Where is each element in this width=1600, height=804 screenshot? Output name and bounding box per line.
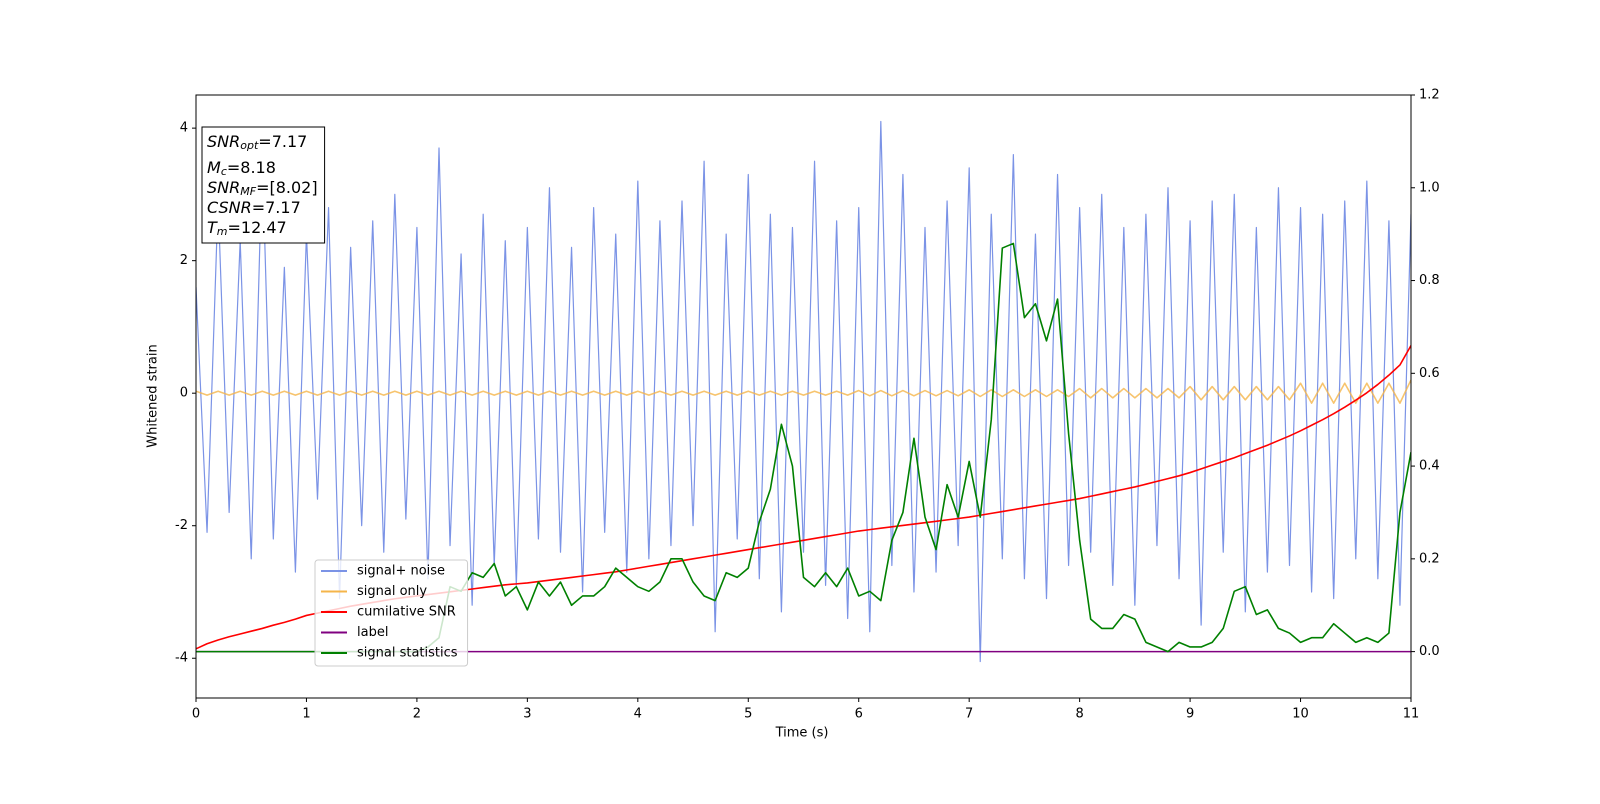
x-tick-label: 7 <box>965 707 973 722</box>
y-tick-label: 2 <box>180 253 188 268</box>
y-tick-label: -4 <box>175 651 188 666</box>
legend-label: signal statistics <box>357 646 458 661</box>
annotation-subscript: c <box>221 165 227 178</box>
annotation-value: =[8.02] <box>256 178 318 197</box>
x-tick-label: 3 <box>523 707 531 722</box>
x-tick-label: 2 <box>413 707 421 722</box>
annotation-symbol: SNR <box>207 132 240 151</box>
legend-label: label <box>357 625 388 640</box>
x-tick-label: 10 <box>1292 707 1309 722</box>
series-line <box>196 242 1411 653</box>
x-tick-label: 9 <box>1186 707 1194 722</box>
y2-tick-label: 0.4 <box>1419 459 1440 474</box>
x-tick-label: 0 <box>192 707 200 722</box>
annotation-subscript: m <box>217 225 228 238</box>
y-axis-label: Whitened strain <box>146 344 161 447</box>
x-tick-label: 5 <box>744 707 752 722</box>
y2-tick-label: 0.8 <box>1419 273 1440 288</box>
y2-tick-label: 0.0 <box>1419 644 1440 659</box>
x-tick-label: 4 <box>634 707 642 722</box>
legend-frame <box>314 559 469 667</box>
y-tick-label: 0 <box>180 386 188 401</box>
legend-label: signal only <box>357 584 427 599</box>
annotation-text: CSNR=7.17 <box>207 198 301 217</box>
annotation-value: =7.17 <box>258 132 307 151</box>
annotation-text: SNRopt=7.17 <box>207 132 307 153</box>
annotation-text: SNRMF=[8.02] <box>207 178 318 199</box>
annotation-text: Mc=8.18 <box>207 158 276 179</box>
x-axis-label: Time (s) <box>775 726 829 741</box>
legend: signal+ noise signal only cumilative SNR la… <box>314 559 469 667</box>
annotation-subscript: opt <box>240 139 259 152</box>
annotation-frame <box>201 126 326 244</box>
y2-tick-label: 0.2 <box>1419 551 1440 566</box>
series-line <box>196 120 1411 663</box>
annotation-value: =7.17 <box>252 198 301 217</box>
annotation-subscript: MF <box>240 185 256 198</box>
x-tick-label: 11 <box>1403 707 1420 722</box>
y2-tick-label: 0.6 <box>1419 366 1440 381</box>
x-tick-label: 1 <box>302 707 310 722</box>
y2-tick-label: 1.2 <box>1419 88 1440 103</box>
annotation-text: Tm=12.47 <box>207 218 287 239</box>
annotation-symbol: CSNR <box>207 198 252 217</box>
legend-label: signal+ noise <box>357 564 445 579</box>
annotation-symbol: T <box>207 218 218 237</box>
legend-label: cumilative SNR <box>357 605 456 620</box>
annotation-symbol: SNR <box>207 178 240 197</box>
annotation-symbol: M <box>207 158 221 177</box>
y2-tick-label: 1.0 <box>1419 180 1440 195</box>
series-line <box>196 379 1411 404</box>
annotation-box: SNRopt=7.17Mc=8.18SNRMF=[8.02]CSNR=7.17T… <box>201 126 326 244</box>
annotation-value: =8.18 <box>227 158 276 177</box>
y-tick-label: -2 <box>175 518 188 533</box>
annotation-value: =12.47 <box>228 218 287 237</box>
axes-frame <box>195 94 1412 699</box>
x-tick-label: 6 <box>855 707 863 722</box>
x-tick-label: 8 <box>1075 707 1083 722</box>
y-tick-label: 4 <box>180 121 188 136</box>
